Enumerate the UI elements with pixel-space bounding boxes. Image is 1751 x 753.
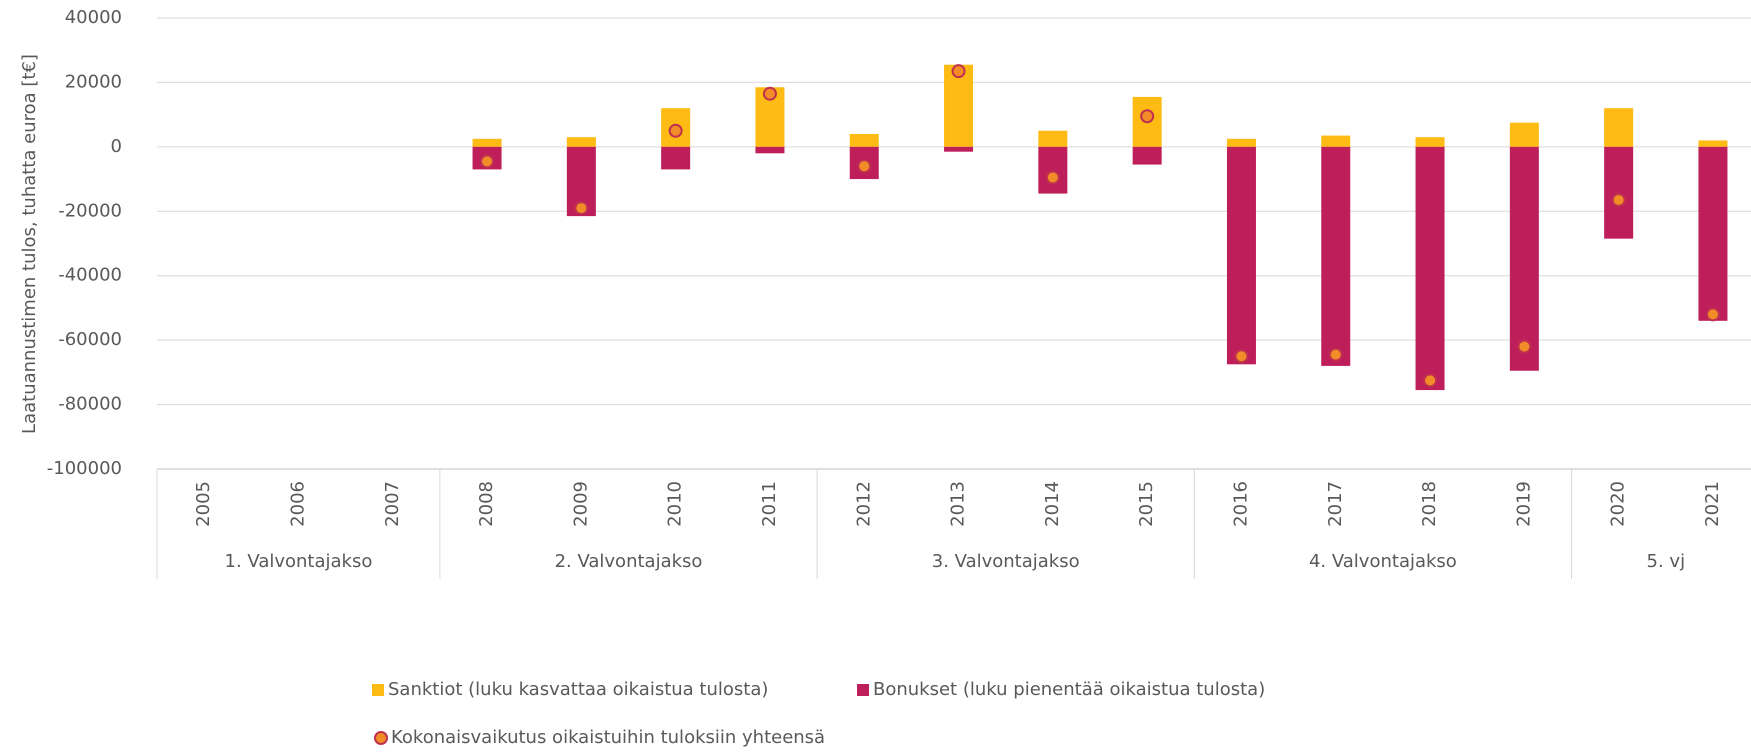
bar bbox=[1321, 146, 1351, 366]
bar bbox=[1226, 146, 1256, 365]
y-tick-label: -80000 bbox=[58, 394, 122, 415]
bar bbox=[472, 138, 502, 147]
x-tick-label: 2012 bbox=[853, 481, 874, 527]
bar bbox=[1604, 108, 1634, 147]
marker bbox=[1611, 193, 1626, 208]
marker bbox=[857, 159, 872, 174]
marker bbox=[668, 123, 683, 138]
y-tick-label: -20000 bbox=[58, 200, 122, 221]
y-tick-label: 20000 bbox=[65, 71, 122, 92]
bar bbox=[944, 146, 974, 152]
marker bbox=[1517, 339, 1532, 354]
bar bbox=[755, 146, 785, 154]
y-tick-label: -60000 bbox=[58, 329, 122, 350]
bar bbox=[661, 146, 691, 170]
marker bbox=[480, 154, 495, 169]
x-tick-label: 2005 bbox=[193, 481, 214, 527]
marker bbox=[1234, 349, 1249, 364]
group-label: 5. vj bbox=[1647, 551, 1686, 572]
x-tick-label: 2019 bbox=[1513, 481, 1534, 527]
x-tick-label: 2009 bbox=[570, 481, 591, 527]
group-label: 4. Valvontajakso bbox=[1309, 551, 1457, 572]
bar bbox=[1132, 146, 1162, 165]
y-tick-label: 40000 bbox=[65, 7, 122, 28]
x-tick-label: 2011 bbox=[759, 481, 780, 527]
x-tick-label: 2016 bbox=[1230, 481, 1251, 527]
bar bbox=[1698, 146, 1728, 321]
marker bbox=[951, 64, 966, 79]
marker bbox=[574, 201, 589, 216]
marker bbox=[762, 86, 777, 101]
legend-label: Kokonaisvaikutus oikaistuihin tuloksiin … bbox=[391, 727, 825, 748]
legend-swatch bbox=[372, 684, 384, 696]
marker bbox=[1423, 373, 1438, 388]
bar bbox=[1698, 140, 1728, 147]
marker bbox=[1045, 170, 1060, 185]
marker bbox=[1705, 307, 1720, 322]
bar bbox=[1038, 130, 1068, 147]
legend-swatch bbox=[374, 731, 388, 745]
x-tick-label: 2010 bbox=[665, 481, 686, 527]
bar bbox=[1038, 146, 1068, 194]
bar bbox=[566, 137, 596, 147]
x-tick-label: 2018 bbox=[1419, 481, 1440, 527]
x-tick-label: 2008 bbox=[476, 481, 497, 527]
bar bbox=[1604, 146, 1634, 239]
y-axis-label: Laatuannustimen tulos, tuhatta euroa [t€… bbox=[19, 54, 40, 434]
x-tick-label: 2021 bbox=[1702, 481, 1723, 527]
group-label: 1. Valvontajakso bbox=[225, 551, 373, 572]
legend-swatch bbox=[857, 684, 869, 696]
bar bbox=[1321, 135, 1351, 147]
group-label: 2. Valvontajakso bbox=[555, 551, 703, 572]
x-tick-label: 2013 bbox=[948, 481, 969, 527]
bar bbox=[1415, 137, 1445, 147]
marker bbox=[1140, 109, 1155, 124]
x-tick-label: 2007 bbox=[382, 481, 403, 527]
legend-label: Bonukset (luku pienentää oikaistua tulos… bbox=[873, 679, 1265, 700]
bar bbox=[1226, 138, 1256, 147]
marker bbox=[1328, 347, 1343, 362]
bar bbox=[944, 64, 974, 147]
x-tick-label: 2015 bbox=[1136, 481, 1157, 527]
y-tick-label: -40000 bbox=[58, 265, 122, 286]
x-tick-label: 2006 bbox=[287, 481, 308, 527]
x-tick-label: 2020 bbox=[1608, 481, 1629, 527]
y-tick-label: 0 bbox=[111, 136, 122, 157]
bar bbox=[1415, 146, 1445, 391]
group-label: 3. Valvontajakso bbox=[932, 551, 1080, 572]
x-tick-label: 2014 bbox=[1042, 481, 1063, 527]
y-tick-label: -100000 bbox=[47, 458, 122, 479]
legend-label: Sanktiot (luku kasvattaa oikaistua tulos… bbox=[388, 679, 768, 700]
bar bbox=[1509, 122, 1539, 147]
x-tick-label: 2017 bbox=[1325, 481, 1346, 527]
bar bbox=[849, 133, 879, 147]
bar bbox=[1509, 146, 1539, 371]
